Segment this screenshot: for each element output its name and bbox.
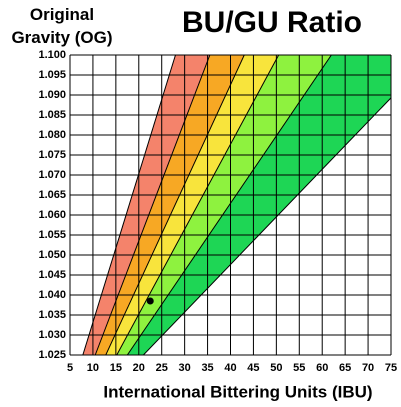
chart-title: BU/GU Ratio xyxy=(182,6,362,39)
y-tick-label: 1.100 xyxy=(38,49,66,61)
ratio-band xyxy=(95,55,245,355)
y-tick-label: 1.060 xyxy=(38,209,66,221)
ratio-line xyxy=(94,55,211,355)
y-tick-label: 1.025 xyxy=(38,349,66,361)
x-tick-label: 45 xyxy=(247,362,259,374)
x-tick-label: 20 xyxy=(133,362,145,374)
ratio-band xyxy=(105,55,279,355)
y-axis-title: Original Gravity (OG) xyxy=(11,5,113,47)
y-tick-label: 1.095 xyxy=(38,69,66,81)
x-tick-label: 25 xyxy=(156,362,168,374)
ratio-band xyxy=(127,55,391,355)
ratio-line xyxy=(116,55,280,355)
x-tick-label: 10 xyxy=(87,362,99,374)
y-tick-label: 1.030 xyxy=(38,329,66,341)
ratio-line xyxy=(82,55,176,355)
y-tick-label: 1.050 xyxy=(38,249,66,261)
grid xyxy=(69,54,392,356)
y-tick-label: 1.055 xyxy=(38,229,66,241)
x-tick-label: 50 xyxy=(270,362,282,374)
x-tick-label: 65 xyxy=(339,362,351,374)
x-tick-label: 5 xyxy=(67,362,73,374)
y-tick-label: 1.035 xyxy=(38,309,66,321)
x-axis-title: International Bittering Units (IBU) xyxy=(103,382,372,401)
x-tick-label: 30 xyxy=(179,362,191,374)
ratio-line xyxy=(143,97,391,355)
x-tick-label: 15 xyxy=(110,362,122,374)
x-tick-label: 75 xyxy=(385,362,397,374)
y-tick-label: 1.070 xyxy=(38,169,66,181)
ratio-band xyxy=(82,55,210,355)
y-tick-label: 1.075 xyxy=(38,149,66,161)
y-tick-label: 1.085 xyxy=(38,109,66,121)
x-tick-label: 55 xyxy=(293,362,305,374)
x-tick-label: 70 xyxy=(362,362,374,374)
y-tick-label: 1.080 xyxy=(38,129,66,141)
x-tick-label: 40 xyxy=(224,362,236,374)
data-point xyxy=(146,297,154,305)
ratio-line xyxy=(105,55,245,355)
bands xyxy=(82,55,391,355)
ratio-band xyxy=(116,55,332,355)
y-tick-label: 1.040 xyxy=(38,289,66,301)
y-tick-label: 1.045 xyxy=(38,269,66,281)
x-tick-label: 60 xyxy=(316,362,328,374)
y-tick-label: 1.065 xyxy=(38,189,66,201)
overlay: 5 10 15 20 25 30 35 40 45 50 55 60 65 70 75 1.025 1.030 1… xyxy=(38,49,397,374)
y-tick-label: 1.090 xyxy=(38,89,66,101)
x-tick-label: 35 xyxy=(201,362,213,374)
